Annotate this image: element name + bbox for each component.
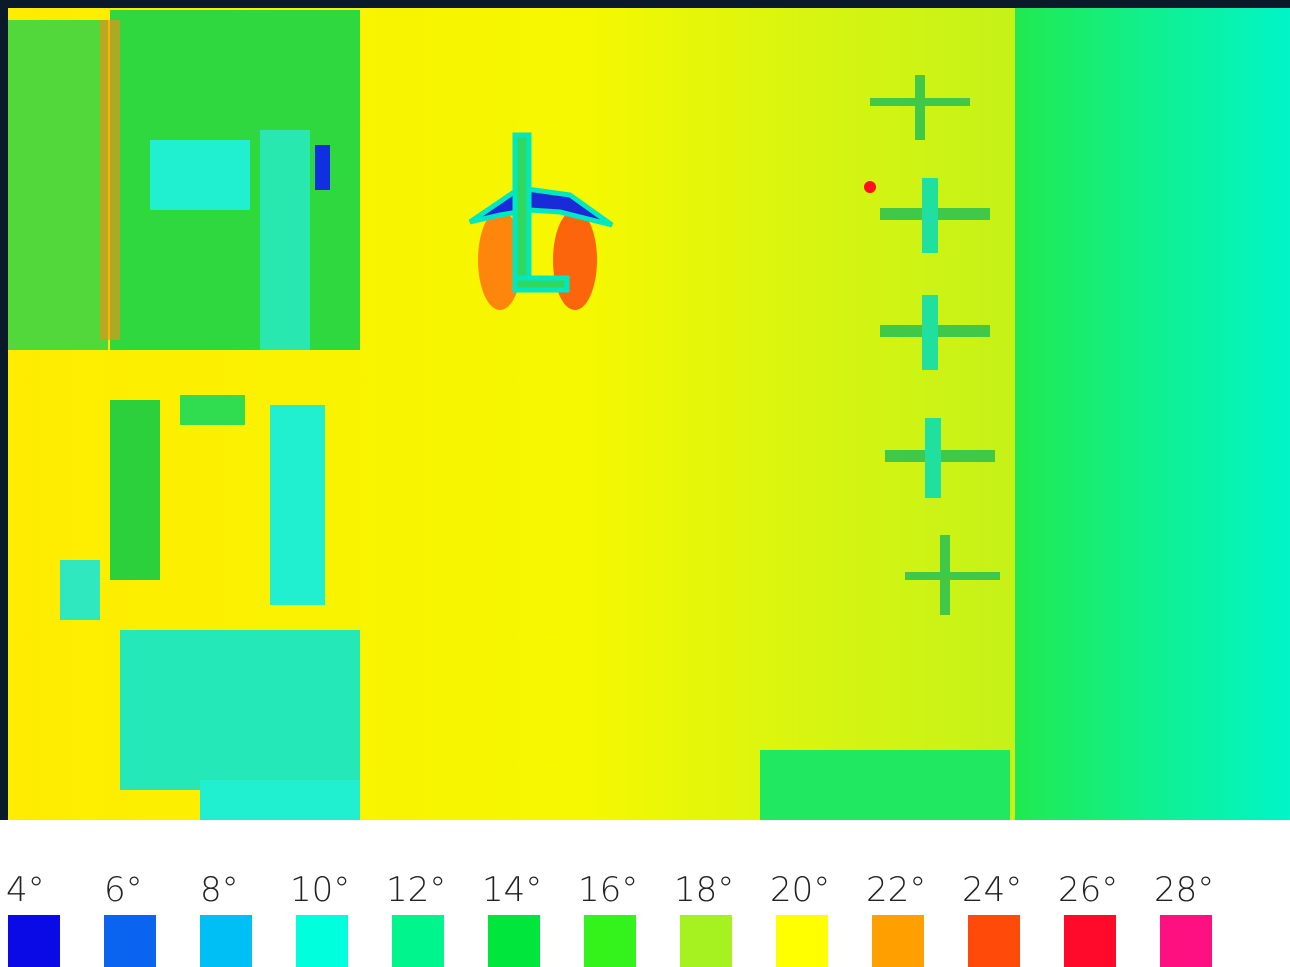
legend-swatch bbox=[1160, 915, 1212, 967]
aircraft-large bbox=[468, 132, 614, 293]
legend-label: 10° bbox=[290, 870, 350, 910]
block bbox=[260, 130, 310, 350]
tail bbox=[512, 275, 570, 293]
legend-label: 20° bbox=[770, 870, 830, 910]
block bbox=[200, 780, 360, 820]
block bbox=[120, 630, 360, 790]
legend-swatch bbox=[392, 915, 444, 967]
legend-label: 8° bbox=[200, 870, 239, 910]
fuselage bbox=[512, 132, 532, 288]
legend-swatch bbox=[296, 915, 348, 967]
fuselage bbox=[922, 178, 938, 253]
legend-swatch bbox=[680, 915, 732, 967]
legend-swatch bbox=[8, 915, 60, 967]
grass bbox=[760, 750, 1010, 820]
legend: 4° 6° 8° 10° 12° 14° 16° 18° 20° 22° 24° 26° 28° bbox=[6, 870, 1214, 967]
legend-label: 24° bbox=[962, 870, 1022, 910]
legend-label: 12° bbox=[386, 870, 446, 910]
block bbox=[150, 140, 250, 210]
legend-label: 6° bbox=[104, 870, 143, 910]
legend-label: 14° bbox=[482, 870, 542, 910]
fuselage bbox=[940, 535, 950, 615]
legend-swatch bbox=[968, 915, 1020, 967]
block bbox=[270, 405, 325, 605]
aircraft-row bbox=[864, 75, 1000, 615]
legend-swatch bbox=[776, 915, 828, 967]
legend-label: 4° bbox=[6, 870, 45, 910]
fuselage bbox=[925, 418, 941, 498]
legend-swatch bbox=[1064, 915, 1116, 967]
fuselage bbox=[922, 295, 938, 370]
buildings bbox=[8, 10, 1010, 820]
heat bbox=[478, 210, 522, 310]
block bbox=[180, 395, 245, 425]
wing bbox=[905, 572, 1000, 580]
block bbox=[110, 400, 160, 580]
cool-strip bbox=[1015, 8, 1290, 820]
fuselage bbox=[915, 75, 925, 140]
legend-swatch bbox=[488, 915, 540, 967]
legend-swatch bbox=[200, 915, 252, 967]
legend-swatch bbox=[584, 915, 636, 967]
hot-spot bbox=[864, 181, 876, 193]
legend-swatch bbox=[872, 915, 924, 967]
block bbox=[60, 560, 100, 620]
legend-label: 16° bbox=[578, 870, 638, 910]
block bbox=[8, 20, 108, 350]
legend-label: 28° bbox=[1154, 870, 1214, 910]
legend-label: 26° bbox=[1058, 870, 1118, 910]
warm-edge bbox=[100, 20, 120, 340]
legend-label: 22° bbox=[866, 870, 926, 910]
heat bbox=[553, 210, 597, 310]
cold-spot bbox=[315, 145, 330, 190]
legend-swatch bbox=[104, 915, 156, 967]
legend-label: 18° bbox=[674, 870, 734, 910]
